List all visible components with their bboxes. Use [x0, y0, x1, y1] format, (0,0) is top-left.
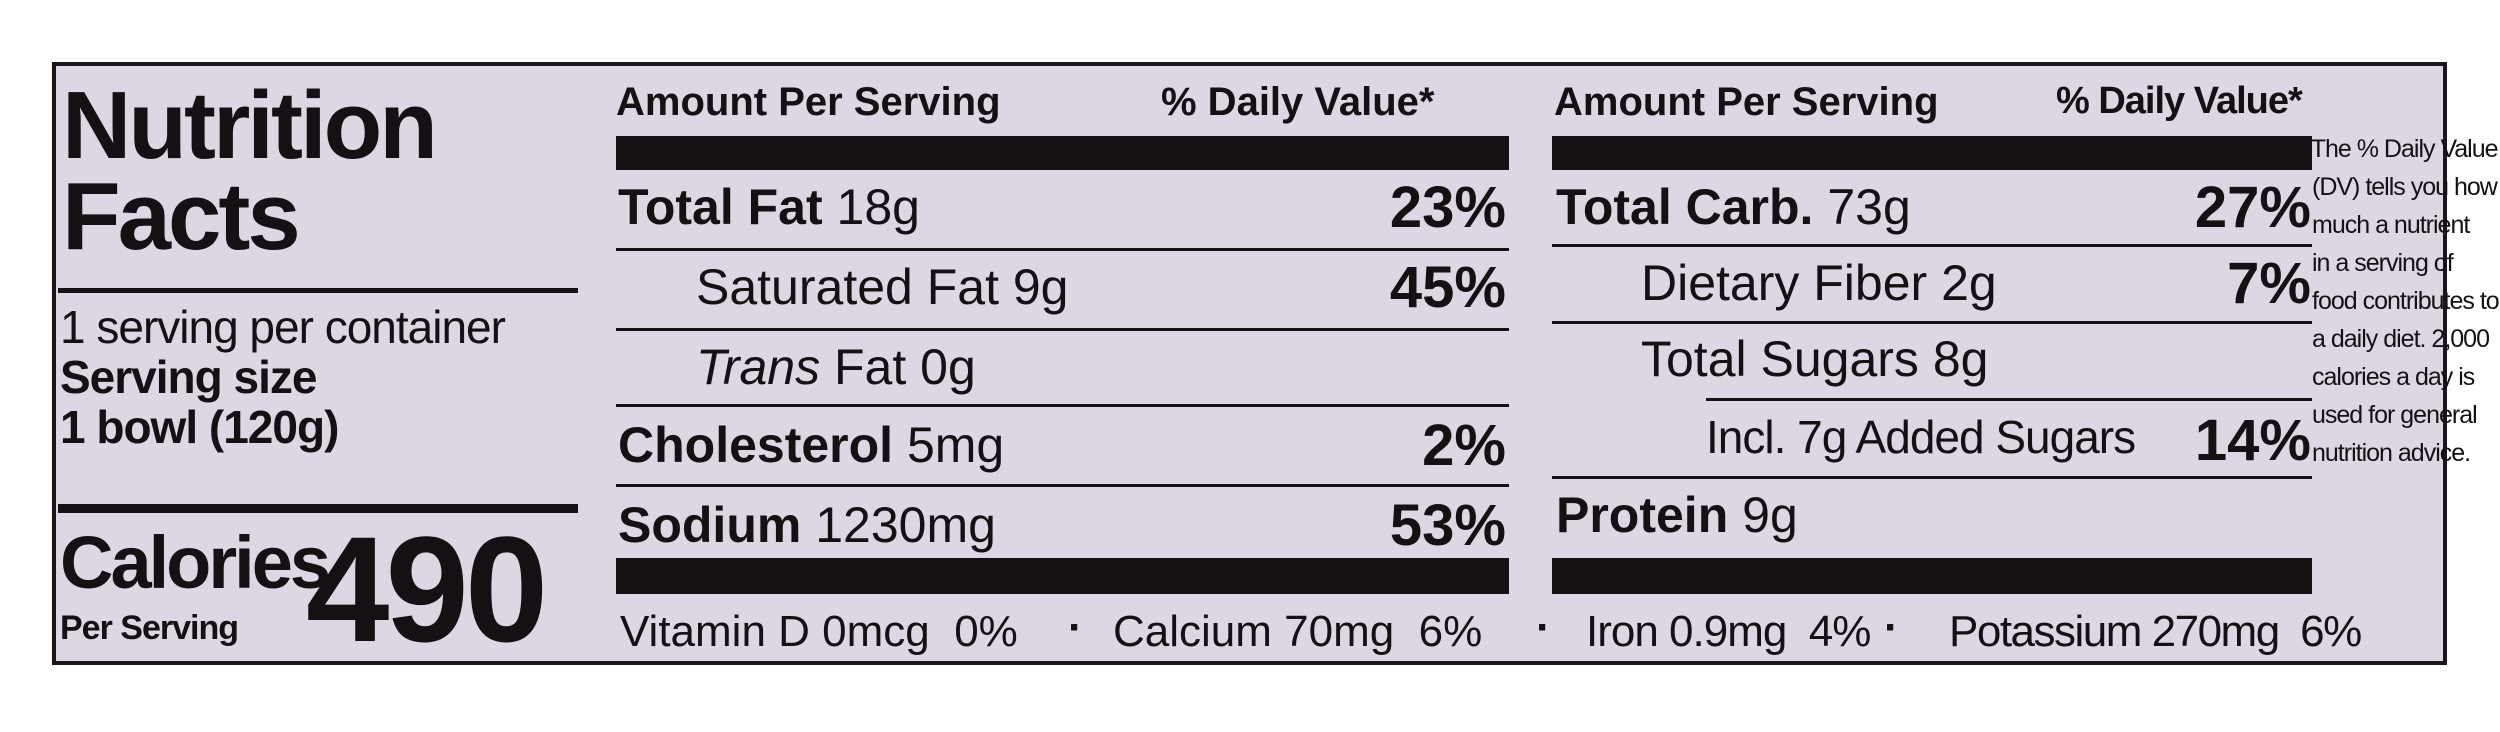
bottom-bar-right [1552, 558, 2312, 594]
nutrient-trans-fat: Trans Fat 0g [696, 339, 976, 395]
calories-value: 490 [306, 505, 548, 673]
nutrient-total-fat: Total Fat 18g [618, 179, 920, 235]
footnote-line: nutrition advice. [2312, 439, 2471, 467]
serving-size-label: Serving size [60, 351, 317, 403]
daily-value-header-left: % Daily Value* [1161, 80, 1435, 124]
title-rule [58, 288, 578, 293]
nutrient-protein: Protein 9g [1556, 487, 1798, 543]
dv-sodium: 53% [1389, 493, 1506, 558]
dv-total-fat: 23% [1389, 175, 1506, 240]
nutrient-cholesterol: Cholesterol 5mg [618, 417, 1005, 473]
daily-value-footnote: *The % Daily Value (DV) tells you how mu… [2302, 130, 2500, 472]
serving-size-value: 1 bowl (120g) [60, 401, 339, 453]
footnote-line: used for general [2312, 401, 2478, 429]
separator-dot: · [1068, 603, 1083, 652]
rule-cholesterol [616, 484, 1509, 487]
rule-dietary-fiber [1552, 321, 2312, 324]
bottom-bar-left [616, 558, 1509, 594]
amount-per-serving-header-right: Amount Per Serving [1554, 80, 1939, 124]
nutrient-total-sugars: Total Sugars 8g [1641, 331, 1989, 387]
footnote-line: (DV) tells you how [2312, 173, 2498, 201]
dv-saturated-fat: 45% [1389, 255, 1506, 320]
footnote-line: in a serving of [2312, 249, 2454, 277]
serving-rule [58, 504, 578, 513]
nutrition-label: Nutrition Facts 1 serving per container … [52, 62, 2500, 673]
amount-per-serving-header-left: Amount Per Serving [616, 80, 1001, 124]
header-bar-right [1552, 136, 2312, 170]
calcium: Calcium 70mg 6% [1113, 607, 1483, 656]
nutrient-sodium: Sodium 1230mg [618, 497, 996, 553]
dv-added-sugars: 14% [2194, 408, 2311, 473]
footnote-line: much a nutrient [2312, 211, 2470, 239]
rule-total-carb [1552, 244, 2312, 247]
separator-dot: · [1884, 603, 1899, 652]
servings-per-container: 1 serving per container [60, 301, 506, 353]
footnote-line: calories a day is [2312, 363, 2475, 391]
daily-value-header-right: % Daily Value* [2056, 80, 2303, 122]
calories-sublabel: Per Serving [60, 609, 239, 647]
vitamin-d: Vitamin D 0mcg 0% [620, 607, 1018, 656]
nutrient-dietary-fiber: Dietary Fiber 2g [1641, 255, 1997, 311]
dv-dietary-fiber: 7% [2227, 251, 2311, 316]
rule-total-fat [616, 248, 1509, 251]
header-bar-left [616, 136, 1509, 170]
calories-label: Calories [60, 521, 331, 604]
rule-trans-fat [616, 404, 1509, 407]
nutrient-saturated-fat: Saturated Fat 9g [696, 259, 1069, 315]
dv-total-carb: 27% [2194, 175, 2311, 240]
footnote-line: food contributes to [2312, 287, 2500, 315]
footnote-line: a daily diet. 2,000 [2312, 325, 2490, 353]
rule-total-sugars [1706, 398, 2312, 401]
nutrient-total-carb: Total Carb. 73g [1556, 179, 1911, 235]
separator-dot: · [1536, 603, 1551, 652]
footnote-line: *The % Daily Value [2302, 135, 2499, 163]
rule-saturated-fat [616, 328, 1509, 331]
dv-cholesterol: 2% [1422, 413, 1506, 478]
rule-added-sugars [1552, 476, 2312, 479]
nutrient-added-sugars: Incl. 7g Added Sugars [1706, 411, 2136, 463]
iron: Iron 0.9mg 4% [1586, 607, 1871, 656]
label-title: Nutrition Facts [62, 72, 438, 271]
potassium: Potassium 270mg 6% [1949, 607, 2362, 656]
